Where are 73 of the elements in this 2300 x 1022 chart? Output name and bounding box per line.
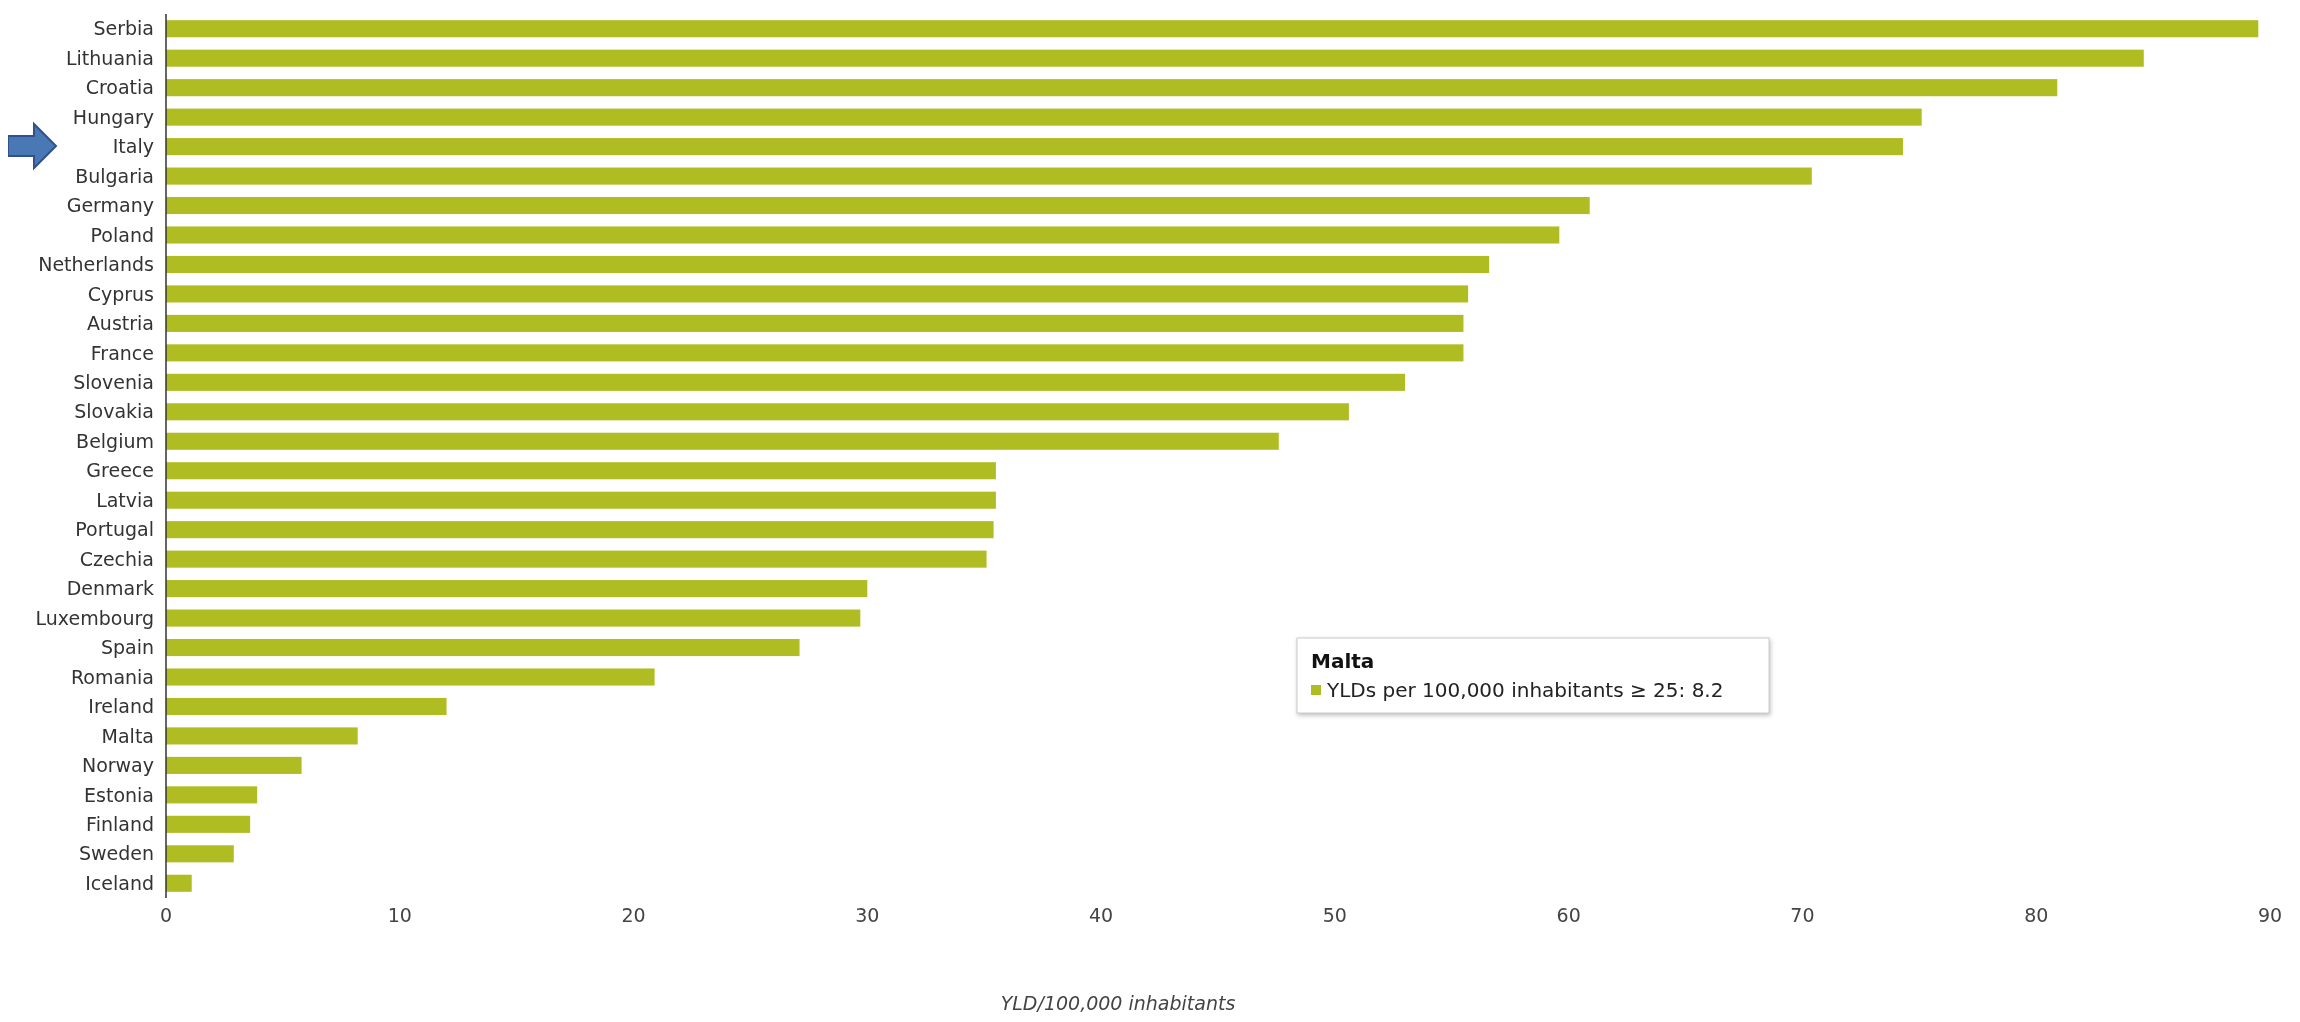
y-tick-label: Iceland [85, 871, 154, 894]
x-tick-label: 0 [159, 904, 173, 926]
x-tick-label: 90 [2257, 904, 2283, 926]
y-tick-label: Croatia [85, 76, 154, 99]
bar [166, 167, 1812, 185]
bar [166, 609, 861, 627]
bar [166, 491, 996, 509]
bar [166, 108, 1922, 126]
bar [166, 727, 358, 745]
x-tick-label: 20 [621, 904, 646, 926]
bar [166, 786, 258, 804]
bar [166, 79, 2058, 97]
x-tick-label: 70 [1790, 904, 1815, 926]
y-tick-label: Greece [86, 459, 154, 482]
y-tick-label: Belgium [76, 429, 154, 452]
x-tick-label: 60 [1556, 904, 1581, 926]
bar [166, 49, 2144, 67]
bar [166, 668, 655, 686]
bar [166, 226, 1560, 244]
y-tick-label: Romania [70, 665, 154, 688]
y-tick-label: Germany [66, 194, 154, 217]
bar [166, 20, 2259, 38]
y-tick-label: Bulgaria [75, 164, 154, 187]
y-tick-label: Latvia [96, 488, 154, 511]
y-tick-label: Hungary [72, 105, 154, 128]
y-tick-label: Slovenia [73, 370, 154, 393]
y-tick-label: Luxembourg [35, 606, 154, 629]
y-tick-label: Serbia [93, 17, 154, 40]
annotation: Malta [1311, 649, 1375, 673]
y-tick-label: Norway [81, 754, 154, 777]
bar [166, 314, 1464, 332]
y-tick-label: Slovakia [74, 400, 154, 423]
y-tick-label: Czechia [79, 547, 154, 570]
bar [166, 138, 1903, 156]
y-tick-label: Malta [101, 724, 154, 747]
y-tick-label: Lithuania [65, 46, 154, 69]
bar [166, 373, 1406, 391]
bar [166, 874, 192, 892]
y-tick-label: Sweden [78, 842, 154, 865]
bar [166, 462, 996, 480]
bar [166, 521, 994, 539]
bar [166, 550, 987, 568]
x-tick-label: 10 [387, 904, 412, 926]
y-tick-label: Cyprus [87, 282, 154, 305]
bar [166, 403, 1349, 421]
y-tick-label: Spain [100, 636, 154, 659]
annotation: YLDs per 100,000 inhabitants ≥ 25: 8.2 [1326, 678, 1724, 702]
bar [166, 756, 302, 774]
bar [166, 255, 1490, 274]
x-axis-title: YLD/100,000 inhabitants [1000, 992, 1236, 1014]
bar [166, 432, 1279, 450]
bar [166, 815, 251, 833]
bar [166, 697, 447, 716]
x-tick-label: 40 [1089, 904, 1114, 926]
y-tick-label: Denmark [66, 577, 154, 600]
bar [166, 580, 868, 598]
x-tick-label: 80 [2024, 904, 2049, 926]
y-tick-label: France [90, 341, 154, 364]
bar [166, 638, 800, 657]
y-tick-label: Poland [90, 223, 154, 246]
y-tick-label: Netherlands [38, 253, 154, 276]
bar [166, 285, 1469, 303]
y-tick-label: Portugal [75, 518, 154, 541]
y-tick-label: Austria [86, 312, 154, 335]
y-tick-label: Finland [86, 812, 154, 835]
bar [166, 845, 234, 863]
y-tick-label: Estonia [84, 783, 154, 806]
y-tick-label: Italy [112, 135, 154, 158]
y-tick-label: Ireland [88, 695, 154, 718]
bar [166, 196, 1590, 215]
x-tick-label: 30 [855, 904, 880, 926]
bar [166, 344, 1464, 362]
x-tick-label: 50 [1322, 904, 1347, 926]
